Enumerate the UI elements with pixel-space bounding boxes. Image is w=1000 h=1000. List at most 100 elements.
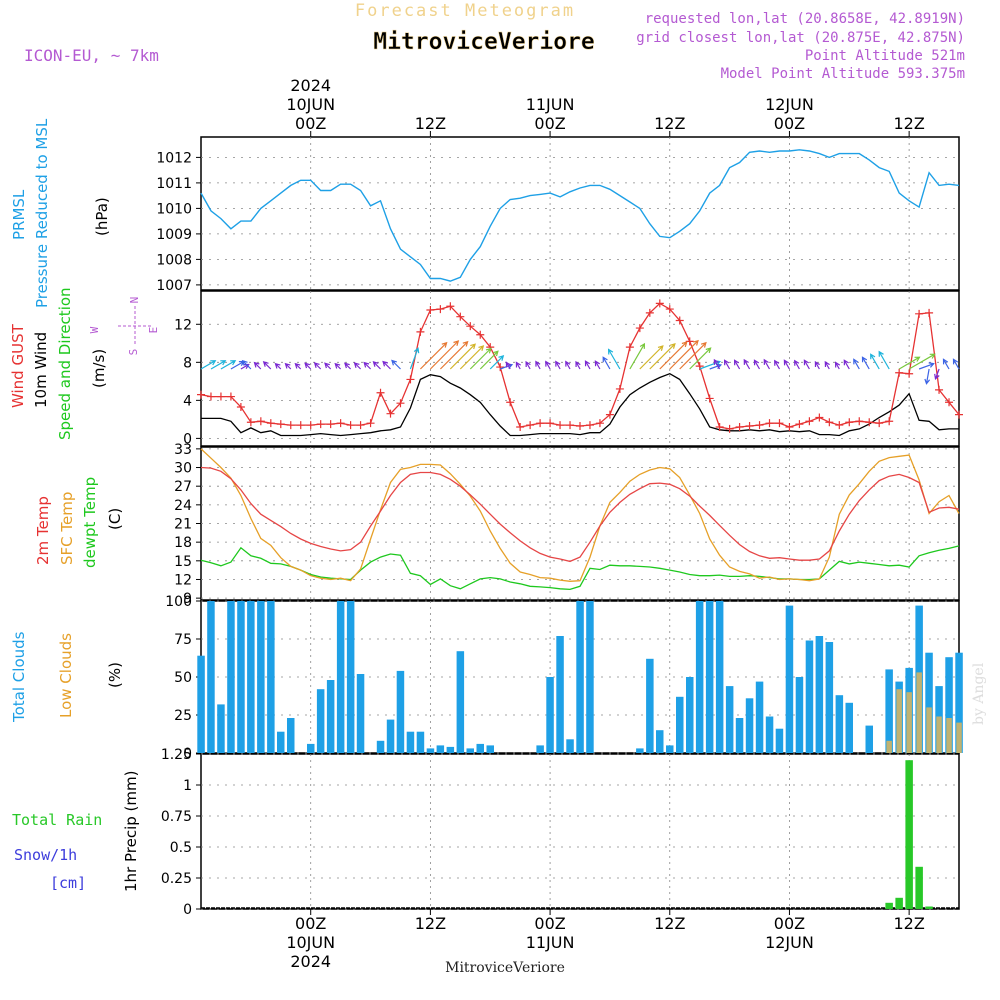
compass-west: W: [88, 326, 101, 333]
gust-marker: [226, 392, 235, 401]
total-cloud-bar: [336, 601, 345, 753]
gust-marker: [705, 394, 714, 403]
gust-marker: [595, 419, 604, 428]
wind-arrow: [555, 360, 561, 370]
ytick-label: 1012: [156, 150, 192, 166]
gust-marker: [576, 422, 584, 431]
date-label-top: 12JUN: [765, 95, 814, 114]
xtick-label-top: 00Z: [534, 114, 565, 133]
temp-label-3: dewpt Temp: [81, 477, 99, 568]
wind-arrow: [861, 356, 870, 370]
ytick-label: 1.25: [161, 747, 192, 763]
gust-marker: [835, 421, 844, 430]
total-cloud-bar: [426, 748, 435, 753]
gust-marker: [925, 308, 934, 317]
gust-marker: [516, 422, 525, 431]
wind-arrow: [304, 362, 312, 370]
total-cloud-bar: [705, 601, 714, 753]
gust-marker: [665, 305, 674, 314]
wind-arrow: [918, 362, 935, 370]
total-cloud-bar: [725, 686, 734, 753]
gust-marker: [336, 419, 345, 428]
total-cloud-bar: [656, 730, 664, 753]
ytick-label: 1009: [156, 227, 192, 243]
wind-label-1: Wind GUST: [9, 323, 27, 408]
wind-arrow: [649, 343, 676, 370]
total-cloud-bar: [686, 677, 694, 753]
closest-coords: grid closest lon,lat (20.875E, 42.875N): [636, 30, 965, 46]
wind-arrow: [419, 341, 448, 370]
date-label-bottom: 12JUN: [765, 933, 814, 952]
wind-arrow: [489, 355, 505, 370]
gust-marker: [256, 417, 265, 426]
total-cloud-bar: [307, 743, 315, 753]
watermark: by Angel: [971, 662, 987, 725]
ytick-label: 8: [183, 355, 192, 371]
total-cloud-bar: [735, 718, 744, 753]
ytick-label: 21: [174, 517, 192, 533]
gust-marker: [356, 421, 365, 430]
compass-east: E: [147, 327, 160, 334]
gust-marker: [875, 419, 884, 428]
gust-marker: [536, 419, 545, 428]
ytick-label: 1007: [156, 278, 192, 294]
wind-arrow: [753, 359, 761, 370]
gust-marker: [685, 337, 694, 346]
low-cloud-bar: [926, 707, 932, 753]
total-cloud-bar: [476, 743, 484, 753]
wind-arrow: [334, 362, 342, 370]
year-label-bottom: 2024: [290, 952, 331, 971]
ytick-label: 0: [183, 902, 192, 918]
gust-marker: [815, 413, 824, 422]
wind-arrow: [284, 362, 292, 370]
wind-arrow: [723, 359, 731, 370]
date-label-bottom: 11JUN: [526, 933, 575, 952]
gust-marker: [296, 421, 305, 430]
wind-arrow: [774, 359, 781, 370]
total-cloud-bar: [556, 636, 564, 753]
wind-arrow: [220, 360, 237, 370]
wind-arrow: [853, 358, 860, 370]
wind-arrow: [479, 350, 499, 370]
total-cloud-bar: [795, 677, 804, 753]
wind-arrow: [878, 350, 890, 370]
wind-arrow: [294, 362, 302, 370]
date-label-bottom: 10JUN: [286, 933, 335, 952]
gust-marker: [246, 418, 255, 427]
gust-marker: [526, 421, 535, 430]
wind-arrow: [210, 360, 227, 370]
wind-arrow: [952, 358, 960, 370]
gust-marker: [755, 421, 764, 430]
wind-arrow: [924, 368, 931, 385]
total-cloud-bar: [346, 601, 355, 753]
temp-labels: 2m Temp SFC Temp dewpt Temp (C): [34, 477, 124, 568]
wind-arrow: [584, 360, 591, 370]
gust-marker: [775, 419, 784, 428]
total-cloud-bar: [287, 718, 295, 753]
ytick-label: 12: [174, 572, 192, 588]
wind-arrow: [602, 356, 611, 370]
gust-marker: [825, 418, 834, 427]
wind-arrow: [803, 359, 810, 370]
wind-arrow: [870, 353, 880, 370]
gust-marker: [476, 330, 485, 339]
wind-arrow: [241, 359, 252, 370]
wind-arrow: [594, 360, 601, 370]
wind-arrow: [713, 358, 721, 370]
wind-arrow: [449, 343, 476, 370]
total-cloud-bar: [486, 745, 494, 753]
gust-marker: [456, 312, 465, 321]
low-cloud-bar: [886, 740, 892, 753]
total-cloud-bar: [376, 740, 385, 753]
wind-arrow: [629, 342, 646, 370]
compass-south: S: [127, 349, 140, 356]
total-cloud-bar: [785, 605, 794, 753]
footer-station: MitroviceVeriore: [445, 960, 565, 976]
super-title: Forecast Meteogram: [355, 1, 575, 21]
wind-arrow: [679, 341, 707, 370]
gust-marker: [216, 392, 225, 401]
plot-area: 1007 1008 1009 1010 1011 1012 0 4 8 12 9 12 15 18 21 24…: [156, 76, 963, 971]
wind-arrow: [908, 353, 936, 370]
total-cloud-bar: [446, 746, 455, 753]
